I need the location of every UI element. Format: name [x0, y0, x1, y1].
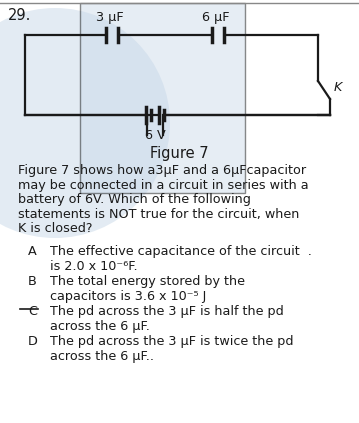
Text: A: A — [28, 245, 37, 258]
Text: The total energy stored by the: The total energy stored by the — [50, 275, 245, 288]
Text: across the 6 μF.: across the 6 μF. — [50, 319, 150, 332]
Text: K is closed?: K is closed? — [18, 222, 93, 235]
Text: D: D — [28, 335, 38, 348]
Circle shape — [0, 8, 170, 238]
Text: statements is NOT true for the circuit, when: statements is NOT true for the circuit, … — [18, 208, 299, 220]
Text: The pd across the 3 μF is twice the pd: The pd across the 3 μF is twice the pd — [50, 335, 294, 348]
Text: The effective capacitance of the circuit  .: The effective capacitance of the circuit… — [50, 245, 312, 258]
Text: 3 μF: 3 μF — [96, 11, 124, 24]
Text: across the 6 μF..: across the 6 μF.. — [50, 349, 154, 363]
Text: 6 μF: 6 μF — [202, 11, 230, 24]
Text: The pd across the 3 μF is half the pd: The pd across the 3 μF is half the pd — [50, 305, 284, 318]
Text: may be connected in a circuit in series with a: may be connected in a circuit in series … — [18, 179, 309, 192]
Text: B: B — [28, 275, 37, 288]
Text: Figure 7: Figure 7 — [150, 146, 208, 161]
Text: battery of 6V. Which of the following: battery of 6V. Which of the following — [18, 193, 251, 206]
Text: K: K — [334, 80, 342, 93]
Text: 6 V: 6 V — [145, 129, 165, 142]
Text: 29.: 29. — [8, 8, 31, 23]
Text: C: C — [28, 305, 37, 318]
Text: Figure 7 shows how a3μF and a 6μFcapacitor: Figure 7 shows how a3μF and a 6μFcapacit… — [18, 164, 306, 177]
Text: is 2.0 x 10⁻⁶F.: is 2.0 x 10⁻⁶F. — [50, 259, 137, 272]
Text: capacitors is 3.6 x 10⁻⁵ J: capacitors is 3.6 x 10⁻⁵ J — [50, 289, 206, 302]
FancyBboxPatch shape — [80, 3, 245, 193]
